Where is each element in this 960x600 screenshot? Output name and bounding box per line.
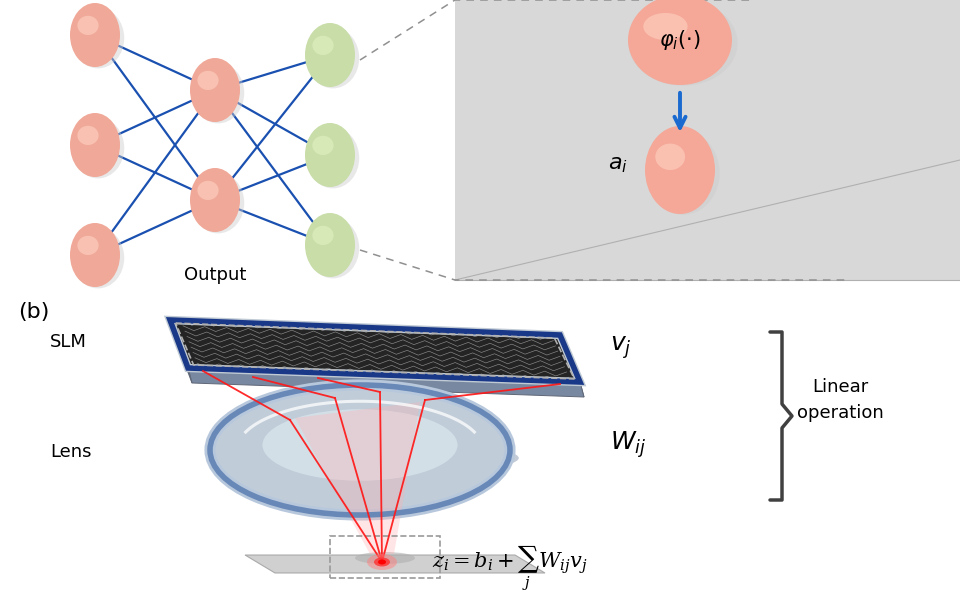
Polygon shape	[560, 335, 584, 397]
Ellipse shape	[646, 131, 720, 215]
Ellipse shape	[70, 223, 120, 287]
Polygon shape	[245, 555, 545, 573]
Ellipse shape	[628, 0, 732, 85]
Ellipse shape	[72, 8, 124, 68]
Ellipse shape	[198, 71, 219, 90]
Text: $z_i = b_i + \sum_j W_{ij} v_j$: $z_i = b_i + \sum_j W_{ij} v_j$	[432, 543, 588, 593]
Polygon shape	[455, 0, 960, 280]
Ellipse shape	[70, 3, 120, 67]
Ellipse shape	[210, 385, 510, 515]
Ellipse shape	[192, 62, 244, 124]
Polygon shape	[295, 402, 420, 554]
Ellipse shape	[312, 226, 334, 245]
Ellipse shape	[305, 23, 355, 87]
Text: Linear
operation: Linear operation	[797, 378, 883, 422]
Ellipse shape	[629, 0, 737, 86]
Ellipse shape	[312, 36, 334, 55]
Ellipse shape	[192, 173, 244, 233]
Text: $\varphi_i(\cdot)$: $\varphi_i(\cdot)$	[660, 28, 701, 52]
Ellipse shape	[645, 126, 715, 214]
Polygon shape	[188, 368, 584, 397]
Text: Output: Output	[183, 266, 246, 284]
Ellipse shape	[643, 13, 687, 40]
Ellipse shape	[355, 552, 415, 564]
Ellipse shape	[198, 181, 219, 200]
Ellipse shape	[78, 16, 99, 35]
Ellipse shape	[70, 113, 120, 177]
Ellipse shape	[211, 440, 518, 476]
Ellipse shape	[307, 128, 359, 188]
Text: Lens: Lens	[50, 443, 91, 461]
Ellipse shape	[367, 554, 397, 570]
Ellipse shape	[305, 213, 355, 277]
Text: $W_{ij}$: $W_{ij}$	[610, 430, 646, 460]
Ellipse shape	[262, 409, 458, 481]
Ellipse shape	[312, 136, 334, 155]
Ellipse shape	[72, 118, 124, 178]
Ellipse shape	[305, 123, 355, 187]
Ellipse shape	[307, 218, 359, 278]
Ellipse shape	[378, 559, 386, 565]
Text: (b): (b)	[18, 302, 49, 322]
Text: SLM: SLM	[50, 333, 86, 351]
Text: $v_j$: $v_j$	[610, 335, 632, 361]
Polygon shape	[170, 320, 192, 383]
Ellipse shape	[307, 28, 359, 88]
Ellipse shape	[78, 236, 99, 255]
Text: $a_i$: $a_i$	[608, 155, 628, 175]
Ellipse shape	[190, 168, 240, 232]
Ellipse shape	[656, 143, 685, 170]
Ellipse shape	[72, 227, 124, 289]
Polygon shape	[170, 320, 580, 382]
Ellipse shape	[374, 557, 390, 566]
Ellipse shape	[78, 126, 99, 145]
Ellipse shape	[190, 58, 240, 122]
